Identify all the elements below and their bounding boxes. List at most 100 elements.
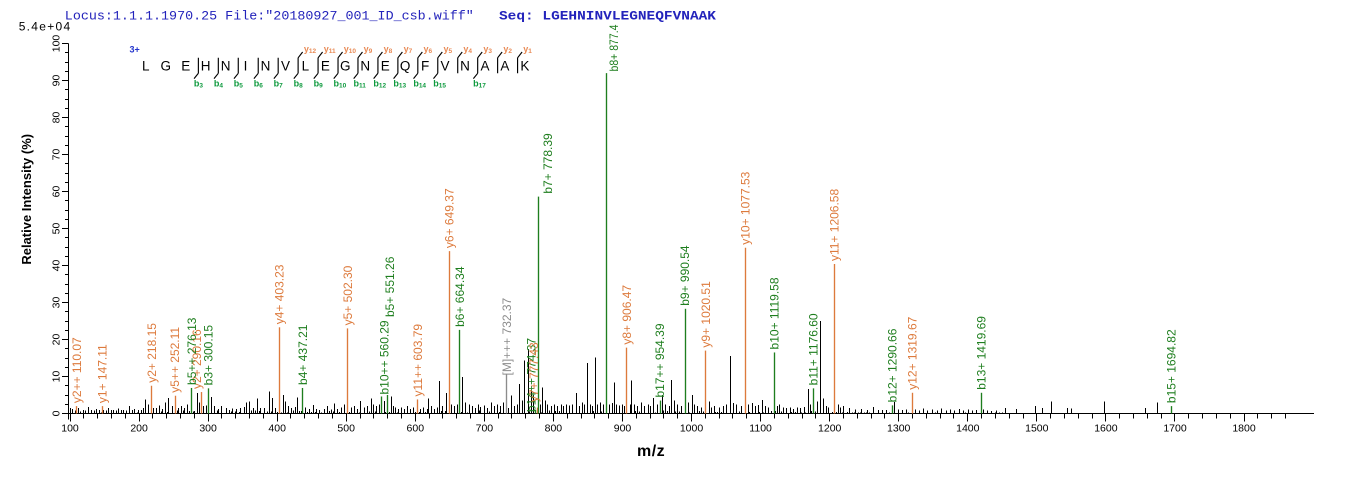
svg-text:b3: b3 <box>194 78 204 89</box>
svg-text:b15+ 1694.82: b15+ 1694.82 <box>1165 329 1179 403</box>
svg-text:b10: b10 <box>334 78 347 89</box>
svg-text:1800: 1800 <box>1232 423 1256 435</box>
svg-text:b13+ 1419.69: b13+ 1419.69 <box>975 316 989 390</box>
svg-text:y5+ 502.30: y5+ 502.30 <box>341 265 355 325</box>
svg-text:E: E <box>321 58 330 73</box>
svg-text:1100: 1100 <box>749 423 772 435</box>
svg-text:80: 80 <box>51 112 63 124</box>
svg-text:3+: 3+ <box>130 45 140 55</box>
svg-text:0: 0 <box>51 410 63 416</box>
svg-text:b10++ 560.29: b10++ 560.29 <box>378 320 392 394</box>
svg-text:1200: 1200 <box>818 423 842 435</box>
svg-text:b5: b5 <box>234 78 244 89</box>
svg-text:600: 600 <box>407 423 425 435</box>
svg-text:E: E <box>381 58 390 73</box>
svg-text:1700: 1700 <box>1163 423 1187 435</box>
svg-text:1400: 1400 <box>956 423 980 435</box>
svg-text:b5+ 551.26: b5+ 551.26 <box>383 256 397 317</box>
svg-text:40: 40 <box>51 260 63 272</box>
svg-text:b13: b13 <box>393 78 406 89</box>
svg-text:700: 700 <box>476 423 494 435</box>
svg-text:N: N <box>360 58 370 73</box>
svg-text:y9: y9 <box>364 44 373 55</box>
svg-text:[M]+++ 732.37: [M]+++ 732.37 <box>500 297 514 375</box>
svg-text:30: 30 <box>51 297 63 309</box>
svg-text:Locus:1.1.1.1970.25 File:"2018: Locus:1.1.1.1970.25 File:"20180927_001_I… <box>65 9 474 24</box>
svg-text:y11++ 603.79: y11++ 603.79 <box>411 324 425 397</box>
svg-text:y4+ 403.23: y4+ 403.23 <box>273 264 287 324</box>
svg-text:y2+ 218.15: y2+ 218.15 <box>145 323 159 383</box>
svg-text:y3: y3 <box>483 44 492 55</box>
svg-text:500: 500 <box>337 423 355 435</box>
svg-text:y10: y10 <box>344 44 357 55</box>
svg-text:1600: 1600 <box>1094 423 1118 435</box>
svg-text:y6: y6 <box>424 44 433 55</box>
svg-text:b7+ 778.39: b7+ 778.39 <box>541 133 555 194</box>
svg-text:b5++ 276.13: b5++ 276.13 <box>185 317 199 385</box>
svg-text:L: L <box>302 58 310 73</box>
svg-text:10: 10 <box>51 371 63 383</box>
svg-text:H: H <box>201 58 211 73</box>
svg-text:400: 400 <box>268 423 286 435</box>
svg-text:b6+ 664.34: b6+ 664.34 <box>453 266 467 327</box>
svg-text:y12+ 1319.67: y12+ 1319.67 <box>906 316 920 389</box>
svg-text:b11: b11 <box>353 78 366 89</box>
svg-text:b3+ 300.15: b3+ 300.15 <box>201 325 215 386</box>
svg-text:m/z: m/z <box>637 443 665 460</box>
svg-text:b8: b8 <box>294 78 304 89</box>
svg-text:y9+ 1020.51: y9+ 1020.51 <box>699 281 713 348</box>
svg-text:y2++ 110.07: y2++ 110.07 <box>70 337 84 403</box>
svg-text:y11: y11 <box>324 44 336 55</box>
svg-text:b17++ 954.39: b17++ 954.39 <box>653 323 667 397</box>
svg-text:y1: y1 <box>523 44 532 55</box>
svg-text:G: G <box>340 58 351 73</box>
svg-text:b14: b14 <box>413 78 426 89</box>
svg-text:20: 20 <box>51 334 63 346</box>
svg-text:G: G <box>160 58 171 73</box>
svg-text:Q: Q <box>400 58 411 73</box>
svg-text:b6: b6 <box>254 78 263 89</box>
svg-text:5.4e+04: 5.4e+04 <box>19 20 72 34</box>
svg-text:b4: b4 <box>214 78 224 89</box>
svg-text:90: 90 <box>51 75 63 87</box>
svg-text:A: A <box>480 58 489 73</box>
svg-text:L: L <box>142 58 150 73</box>
svg-text:y2+ 290.16: y2+ 290.16 <box>190 329 204 389</box>
svg-text:y10+ 1077.53: y10+ 1077.53 <box>738 171 752 244</box>
svg-text:N: N <box>221 58 231 73</box>
svg-text:b12+ 1290.66: b12+ 1290.66 <box>885 328 899 402</box>
svg-text:y8: y8 <box>384 44 393 55</box>
svg-text:V: V <box>441 58 450 73</box>
svg-text:100: 100 <box>51 35 63 53</box>
svg-text:y2: y2 <box>503 44 512 55</box>
svg-text:Relative Intensity (%): Relative Intensity (%) <box>19 134 34 265</box>
svg-text:N: N <box>460 58 470 73</box>
svg-text:y1+ 147.11: y1+ 147.11 <box>96 344 110 403</box>
svg-text:200: 200 <box>130 423 148 435</box>
svg-text:y4: y4 <box>463 44 472 55</box>
svg-text:b9+ 990.54: b9+ 990.54 <box>678 245 692 306</box>
svg-text:K: K <box>520 58 529 73</box>
svg-text:b10+ 1119.58: b10+ 1119.58 <box>767 277 781 349</box>
svg-text:300: 300 <box>199 423 217 435</box>
svg-text:V: V <box>281 58 290 73</box>
svg-text:b4+ 437.21: b4+ 437.21 <box>296 324 310 385</box>
svg-text:Seq: LGEHNINVLEGNEQFVNAAK: Seq: LGEHNINVLEGNEQFVNAAK <box>499 9 716 24</box>
svg-text:N: N <box>261 58 271 73</box>
svg-text:b15: b15 <box>433 78 446 89</box>
svg-text:y7: y7 <box>404 44 413 55</box>
svg-text:b17: b17 <box>473 78 486 89</box>
svg-text:A: A <box>500 58 509 73</box>
svg-text:y5++ 252.11: y5++ 252.11 <box>168 327 182 393</box>
svg-text:y7+ 777.43: y7+ 777.43 <box>527 342 541 402</box>
svg-text:50: 50 <box>51 223 63 235</box>
svg-text:y6+ 649.37: y6+ 649.37 <box>443 188 457 248</box>
svg-text:900: 900 <box>614 423 632 435</box>
svg-text:800: 800 <box>545 423 563 435</box>
svg-text:1000: 1000 <box>680 423 704 435</box>
svg-text:F: F <box>421 58 429 73</box>
svg-text:y11+ 1206.58: y11+ 1206.58 <box>827 189 841 262</box>
svg-text:1500: 1500 <box>1025 423 1049 435</box>
svg-text:b9: b9 <box>314 78 324 89</box>
svg-text:b11+ 1176.60: b11+ 1176.60 <box>807 313 821 385</box>
